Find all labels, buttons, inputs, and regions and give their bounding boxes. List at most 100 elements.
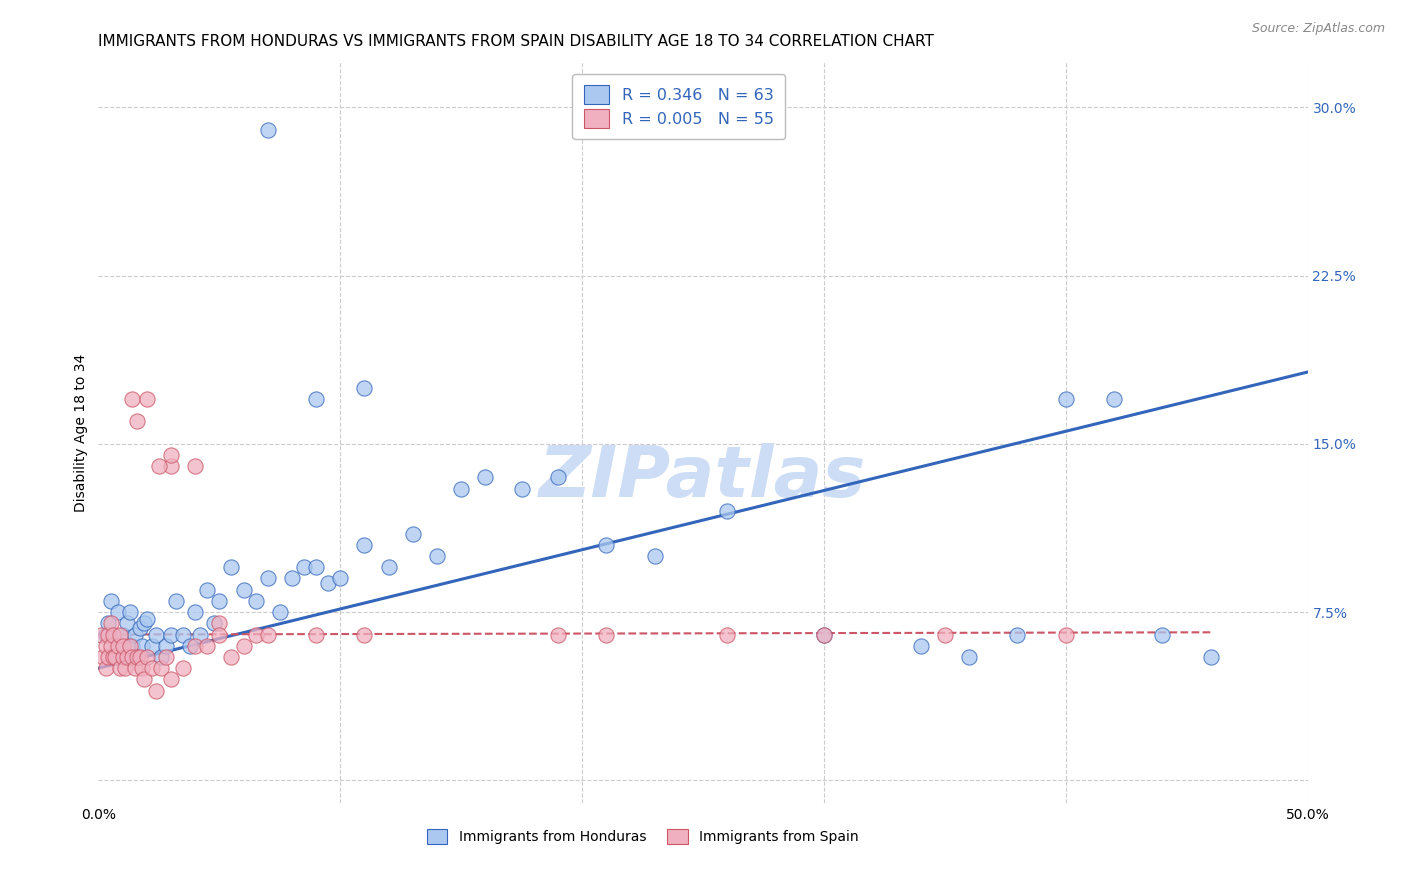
Point — [813, 627, 835, 641]
Point — [269, 605, 291, 619]
Point — [135, 612, 157, 626]
Point — [104, 650, 127, 665]
Point — [305, 627, 328, 641]
Point — [547, 627, 569, 641]
Point — [474, 470, 496, 484]
Point — [232, 582, 254, 597]
Point — [128, 650, 150, 665]
Point — [256, 571, 278, 585]
Point — [353, 538, 375, 552]
Point — [118, 605, 141, 619]
Point — [292, 560, 315, 574]
Point — [145, 627, 167, 641]
Point — [117, 650, 139, 665]
Point — [329, 571, 352, 585]
Point — [813, 627, 835, 641]
Point — [94, 661, 117, 675]
Point — [256, 627, 278, 641]
Point — [716, 504, 738, 518]
Point — [716, 627, 738, 641]
Point — [101, 650, 124, 665]
Point — [195, 639, 218, 653]
Point — [281, 571, 304, 585]
Text: Source: ZipAtlas.com: Source: ZipAtlas.com — [1251, 22, 1385, 36]
Point — [934, 627, 956, 641]
Point — [184, 459, 207, 474]
Point — [160, 673, 183, 687]
Point — [127, 650, 149, 665]
Point — [108, 661, 131, 675]
Point — [124, 627, 146, 641]
Point — [111, 627, 134, 641]
Point — [117, 616, 139, 631]
Point — [450, 482, 472, 496]
Point — [94, 627, 117, 641]
Point — [595, 538, 617, 552]
Point — [208, 627, 231, 641]
Point — [94, 639, 117, 653]
Point — [1007, 627, 1029, 641]
Text: IMMIGRANTS FROM HONDURAS VS IMMIGRANTS FROM SPAIN DISABILITY AGE 18 TO 34 CORREL: IMMIGRANTS FROM HONDURAS VS IMMIGRANTS F… — [98, 34, 935, 49]
Point — [90, 627, 112, 641]
Point — [107, 605, 129, 619]
Point — [121, 639, 143, 653]
Point — [160, 459, 183, 474]
Point — [160, 448, 183, 462]
Point — [547, 470, 569, 484]
Point — [172, 661, 194, 675]
Point — [195, 582, 218, 597]
Point — [150, 661, 173, 675]
Point — [135, 650, 157, 665]
Point — [245, 594, 267, 608]
Point — [221, 560, 243, 574]
Point — [179, 639, 201, 653]
Point — [141, 661, 163, 675]
Point — [957, 650, 980, 665]
Point — [108, 639, 131, 653]
Point — [165, 594, 187, 608]
Point — [232, 639, 254, 653]
Point — [155, 650, 177, 665]
Point — [1054, 392, 1077, 406]
Point — [111, 639, 134, 653]
Point — [134, 673, 156, 687]
Point — [353, 381, 375, 395]
Point — [104, 650, 127, 665]
Point — [131, 639, 153, 653]
Point — [100, 616, 122, 631]
Point — [305, 392, 328, 406]
Point — [426, 549, 449, 563]
Point — [107, 639, 129, 653]
Legend: Immigrants from Honduras, Immigrants from Spain: Immigrants from Honduras, Immigrants fro… — [419, 822, 866, 851]
Point — [208, 594, 231, 608]
Point — [208, 616, 231, 631]
Point — [188, 627, 211, 641]
Point — [101, 627, 124, 641]
Point — [114, 661, 136, 675]
Point — [128, 621, 150, 635]
Point — [377, 560, 399, 574]
Point — [141, 639, 163, 653]
Point — [134, 616, 156, 631]
Point — [305, 560, 328, 574]
Point — [101, 627, 124, 641]
Point — [644, 549, 666, 563]
Y-axis label: Disability Age 18 to 34: Disability Age 18 to 34 — [75, 353, 89, 512]
Point — [1199, 650, 1222, 665]
Point — [221, 650, 243, 665]
Point — [184, 639, 207, 653]
Point — [1102, 392, 1125, 406]
Point — [1152, 627, 1174, 641]
Point — [118, 639, 141, 653]
Point — [108, 627, 131, 641]
Text: ZIPatlas: ZIPatlas — [540, 442, 866, 511]
Point — [595, 627, 617, 641]
Point — [256, 122, 278, 136]
Point — [97, 627, 120, 641]
Point — [135, 392, 157, 406]
Point — [316, 576, 339, 591]
Point — [121, 650, 143, 665]
Point — [155, 639, 177, 653]
Point — [127, 650, 149, 665]
Point — [1054, 627, 1077, 641]
